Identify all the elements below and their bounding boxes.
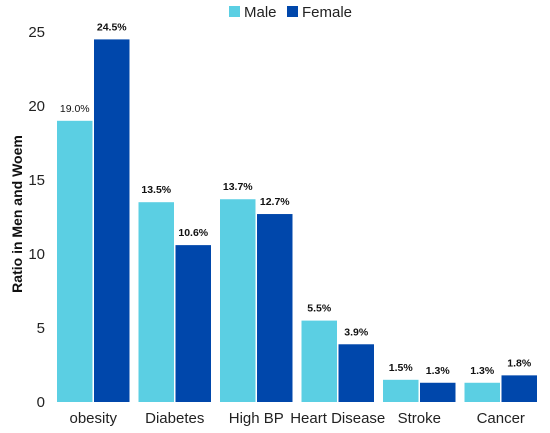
data-label: 1.8% <box>507 357 532 369</box>
x-category-label: High BP <box>229 410 284 427</box>
data-label: 12.7% <box>260 196 290 208</box>
data-label: 5.5% <box>307 303 332 315</box>
y-tick-label: 10 <box>28 246 45 263</box>
x-category-label: obesity <box>69 410 117 427</box>
y-tick-label: 25 <box>28 24 45 41</box>
data-label: 1.3% <box>426 365 451 377</box>
data-label: 1.3% <box>470 365 495 377</box>
x-category-label: Cancer <box>477 410 525 427</box>
legend-swatch-male <box>229 6 240 17</box>
y-axis-ticks: 0 5 10 15 20 25 <box>28 24 45 411</box>
bar-male-heart-disease <box>301 320 337 402</box>
legend-swatch-female <box>287 6 298 17</box>
x-category-label: Stroke <box>398 410 441 427</box>
bar-female-stroke <box>420 382 456 402</box>
bars <box>57 39 537 403</box>
bar-male-stroke <box>383 379 419 402</box>
data-label: 13.7% <box>223 181 253 193</box>
data-label: 3.9% <box>344 326 369 338</box>
data-label: 13.5% <box>141 184 171 196</box>
data-label: 24.5% <box>97 21 127 33</box>
bar-female-heart-disease <box>338 344 374 402</box>
y-axis-label: Ratio in Men and Woem <box>9 135 25 293</box>
x-axis-categories: obesity Diabetes High BP Heart Disease Strok… <box>69 410 524 427</box>
legend-label-male: Male <box>244 4 277 21</box>
bar-male-obesity <box>57 120 93 403</box>
bar-male-diabetes <box>138 202 174 402</box>
x-category-label: Heart Disease <box>290 410 385 427</box>
y-tick-label: 20 <box>28 98 45 115</box>
y-tick-label: 5 <box>37 320 45 337</box>
data-label: 10.6% <box>178 227 208 239</box>
bar-female-high-bp <box>257 214 293 402</box>
legend-label-female: Female <box>302 4 352 21</box>
bar-female-cancer <box>501 375 537 402</box>
bar-female-diabetes <box>175 245 211 402</box>
bar-male-cancer <box>464 382 500 402</box>
y-tick-label: 0 <box>37 394 45 411</box>
data-label: 1.5% <box>389 362 414 374</box>
bar-male-high-bp <box>220 199 256 402</box>
x-category-label: Diabetes <box>145 410 204 427</box>
data-labels: 19.0% 24.5% 13.5% 10.6% 13.7% 12.7% 5.5% 3.9% 1.… <box>60 21 532 376</box>
data-label: 19.0% <box>60 103 90 115</box>
y-tick-label: 15 <box>28 172 45 189</box>
legend: Male Female <box>229 4 352 21</box>
bar-female-obesity <box>94 39 130 403</box>
